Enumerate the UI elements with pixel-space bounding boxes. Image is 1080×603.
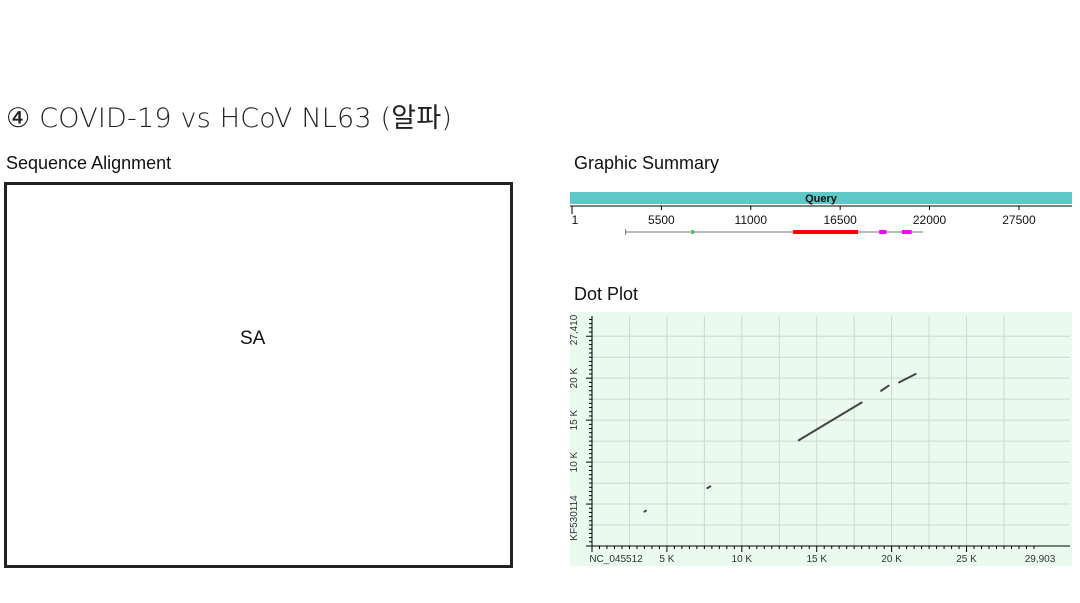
query-tick-label: 11000 (735, 213, 768, 227)
query-hits (625, 229, 924, 235)
query-axis-ticks: 1 5500 11000 16500 22000 27500 (571, 206, 1036, 227)
dot-plot-grid (592, 316, 1070, 546)
sequence-alignment-label: Sequence Alignment (6, 153, 172, 173)
query-hit-segment (793, 230, 859, 234)
dot-alignment-segment (898, 372, 917, 384)
query-hit-segment (879, 230, 887, 234)
dot-y-tick-label: 27,410 (570, 314, 580, 345)
query-tick-label: 5500 (648, 213, 675, 227)
dot-plot-chart: NC_045512 5 K 10 K 15 K 20 K 25 K 29,903 KF5301… (570, 312, 1072, 566)
dot-y-tick-label: KF530114 (570, 495, 580, 541)
sequence-alignment-box (4, 182, 513, 568)
query-tick-label: 27500 (1002, 213, 1036, 227)
dot-x-tick-label: 5 K (659, 554, 674, 565)
graphic-summary-label: Graphic Summary (574, 153, 720, 173)
query-tick-label: 22000 (913, 213, 947, 227)
dot-y-tick-label: 15 K (570, 410, 580, 431)
query-bar (570, 192, 1072, 204)
dot-y-tick-label: 20 K (570, 368, 580, 389)
dot-x-tick-label: NC_045512 (589, 554, 643, 565)
slide-title: ④ COVID-19 vs HCoV NL63 (알파) (6, 103, 453, 134)
query-tick-label: 1 (572, 213, 579, 227)
dot-alignment-segment (643, 509, 647, 513)
dot-x-tick-label: 15 K (806, 554, 827, 565)
dot-y-tick-label: 10 K (570, 451, 580, 472)
sa-placeholder-text: SA (240, 328, 266, 349)
dot-plot-alignments (643, 372, 917, 513)
query-bar-label: Query (805, 193, 838, 205)
query-hit-segment (691, 230, 694, 234)
dot-plot-label: Dot Plot (574, 284, 639, 304)
dot-plot-background (570, 312, 1072, 566)
dot-x-tick-label: 20 K (881, 554, 902, 565)
dot-plot-axes: NC_045512 5 K 10 K 15 K 20 K 25 K 29,903 KF5301… (570, 314, 1070, 565)
dot-alignment-segment (706, 485, 712, 490)
dot-x-tick-label: 25 K (956, 554, 977, 565)
dot-x-tick-label: 29,903 (1025, 554, 1056, 565)
query-hit-segment (901, 230, 912, 234)
dot-x-tick-label: 10 K (732, 554, 753, 565)
graphic-summary-panel: Query 1 5500 11000 16500 22000 27500 (570, 192, 1072, 235)
dot-alignment-segment (797, 401, 863, 442)
query-tick-label: 16500 (823, 213, 857, 227)
dot-alignment-segment (880, 384, 890, 392)
